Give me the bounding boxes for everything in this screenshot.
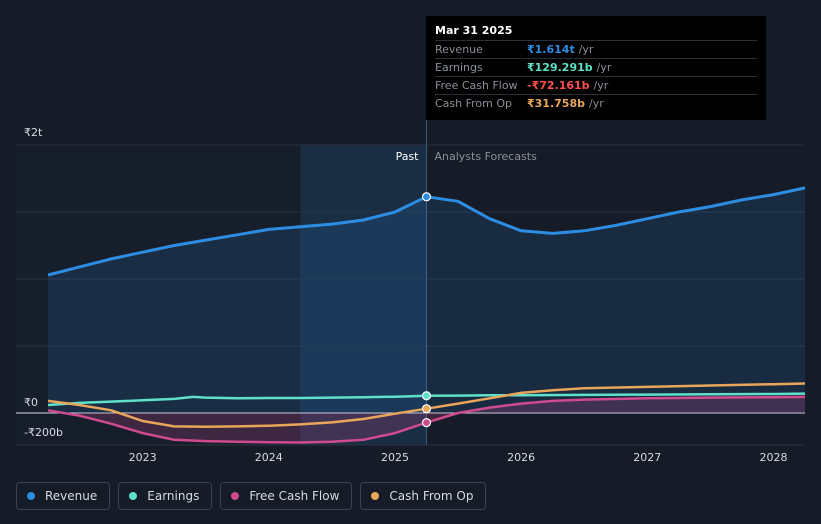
tooltip-value: ₹1.614t [527,43,575,56]
tooltip-row-earnings: Earnings ₹129.291b /yr [435,58,757,76]
series-line-free-cash-flow [47,395,806,444]
past-label: Past [396,150,420,163]
tooltip-row-cash-from-op: Cash From Op ₹31.758b /yr [435,94,757,112]
legend-dot-icon [27,492,35,500]
tooltip-row-revenue: Revenue ₹1.614t /yr [435,40,757,58]
tooltip-value: -₹72.161b [527,79,590,92]
highlight-band [300,145,427,445]
tooltip-value: ₹129.291b [527,61,593,74]
tooltip-label: Revenue [435,43,483,56]
legend-label: Earnings [147,489,200,503]
tooltip-unit: /yr [593,79,609,92]
forecast-label: Analysts Forecasts [435,150,538,163]
y-tick-label: -₹200b [24,426,63,439]
legend-dot-icon [129,492,138,500]
legend-dot-icon [371,492,380,500]
legend-item-revenue[interactable]: Revenue [16,482,111,510]
tooltip-date: Mar 31 2025 [435,24,513,37]
tooltip-unit: /yr [578,43,594,56]
y-tick-label: ₹2t [24,126,43,139]
legend-item-earnings[interactable]: Earnings [118,482,213,510]
legend-item-cash-from-op[interactable]: Cash From Op [360,482,487,510]
chart-legend: Revenue Earnings Free Cash Flow Cash Fro… [16,482,487,510]
series-line-cash-from-op [47,382,806,428]
tooltip-unit: /yr [588,97,604,110]
series-line-earnings [47,392,806,407]
marker-revenue [421,192,432,202]
x-tick-label: 2025 [381,451,409,464]
legend-label: Free Cash Flow [249,489,340,503]
x-tick-label: 2027 [633,451,661,464]
hover-tooltip: Mar 31 2025 Revenue ₹1.614t /yr Earnings… [426,16,766,120]
x-tick-label: 2024 [255,451,283,464]
y-tick-label: ₹0 [24,396,38,409]
x-tick-label: 2026 [507,451,535,464]
legend-dot-icon [231,492,240,500]
tooltip-label: Cash From Op [435,97,513,110]
series-area-revenue [48,187,805,413]
marker-free-cash-flow [421,418,432,428]
tooltip-value: ₹31.758b [527,97,585,110]
tooltip-row-free-cash-flow: Free Cash Flow -₹72.161b /yr [435,76,757,94]
tooltip-label: Free Cash Flow [435,79,518,92]
legend-label: Cash From Op [389,489,474,503]
x-tick-label: 2028 [759,451,787,464]
tooltip-unit: /yr [596,61,612,74]
marker-cash-from-op [421,404,432,414]
marker-earnings [421,391,432,401]
x-tick-label: 2023 [129,451,157,464]
financial-chart: ₹2t ₹0 -₹200b 2023 2024 2025 2026 2027 2028 Past A… [16,120,806,464]
tooltip-label: Earnings [435,61,483,74]
legend-item-free-cash-flow[interactable]: Free Cash Flow [220,482,353,510]
legend-label: Revenue [45,489,98,503]
